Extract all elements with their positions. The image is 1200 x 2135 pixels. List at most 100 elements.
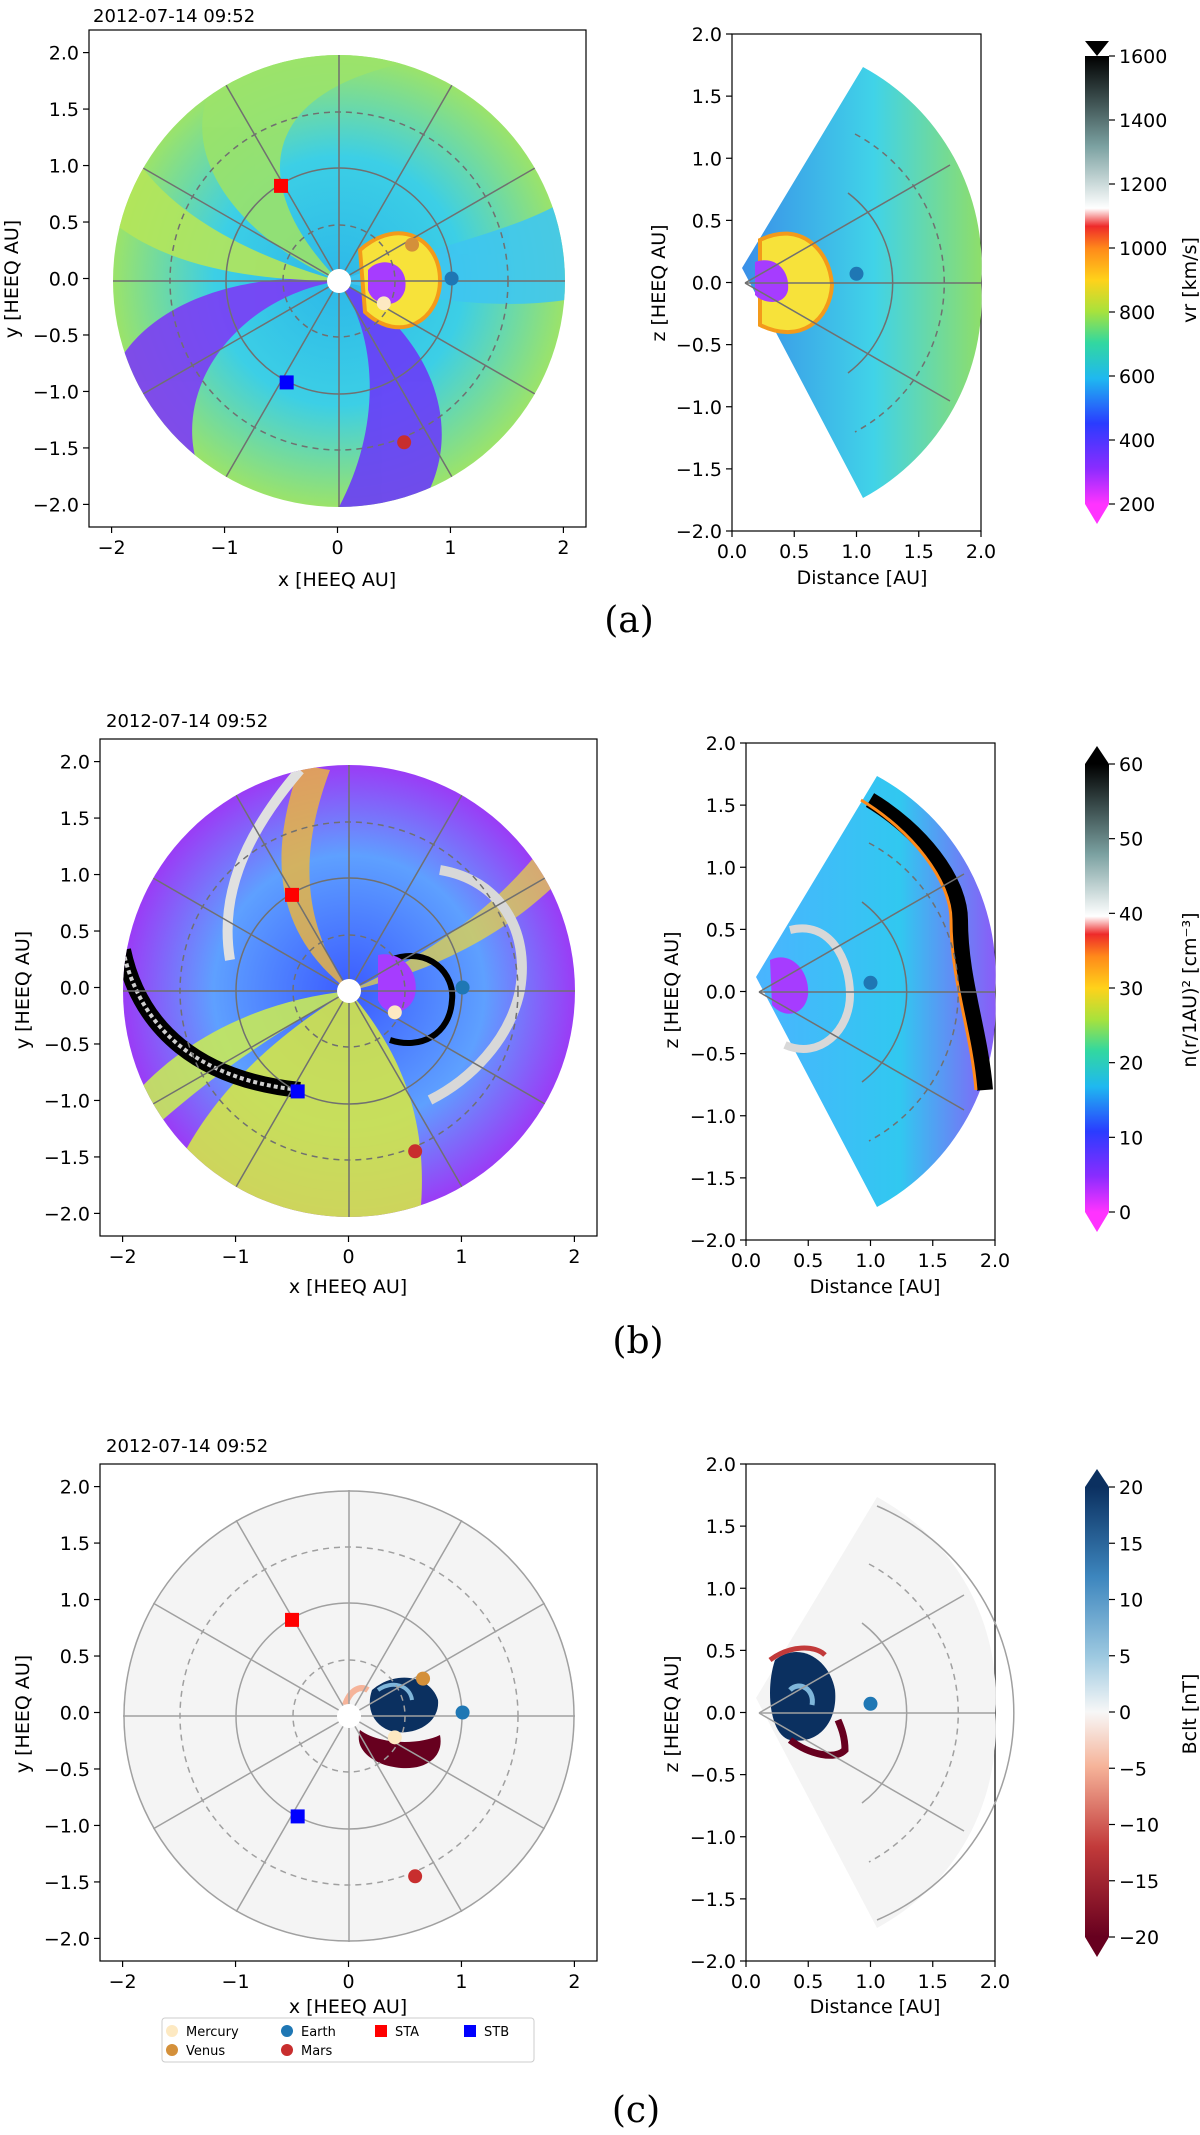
sun-marker-b bbox=[337, 979, 361, 1003]
xy-ytick-label: 1.5 bbox=[49, 99, 79, 121]
xz-ticks-c: 0.0 0.5 1.0 1.5 2.0 2.0 1.5 1.0 0.5 0.0 −0.5 −1.0 −1… bbox=[690, 1454, 1010, 1993]
xy-xtick-label: 2 bbox=[568, 1971, 580, 1993]
marker-stb bbox=[290, 1809, 305, 1824]
colorbar-tick-label: 10 bbox=[1119, 1590, 1143, 1612]
xz-ytick-label: −1.0 bbox=[690, 1827, 736, 1849]
xy-ytick-label: 0.5 bbox=[49, 212, 79, 234]
xy-ticks-a: −2 −1 0 1 2 2.0 1.5 1.0 0.5 0.0 −0.5 −1.0 −1.5 −2.0 bbox=[33, 43, 570, 559]
distance-label-c: Distance [AU] bbox=[810, 1996, 941, 2018]
legend-swatch-earth bbox=[281, 2025, 293, 2037]
xy-ticks-c: −2 −1 0 1 2 2.0 1.5 1.0 0.5 0.0 −0.5 −1.0 −1.5 −2.0 bbox=[44, 1477, 581, 1993]
colorbar-tick-label: 1200 bbox=[1119, 174, 1167, 196]
x-axis-label-b: x [HEEQ AU] bbox=[289, 1276, 407, 1298]
colorbar-tick-label: 1600 bbox=[1119, 46, 1167, 68]
marker-mercury bbox=[376, 296, 391, 311]
xy-ytick-label: −0.5 bbox=[33, 325, 79, 347]
legend-label-stb: STB bbox=[484, 2025, 509, 2040]
xz-ticks-a: 0.0 0.5 1.0 1.5 2.0 2.0 1.5 1.0 0.5 0.0 −0.5 −1.0 −1… bbox=[676, 24, 996, 563]
colorbar-tick-label: 200 bbox=[1119, 494, 1155, 516]
panel-b: 2012-07-14 09:52 bbox=[12, 711, 1200, 1362]
distance-label-b: Distance [AU] bbox=[810, 1276, 941, 1298]
xy-xtick-label: 1 bbox=[455, 1971, 467, 1993]
xz-ytick-label: −2.0 bbox=[690, 1951, 736, 1973]
xz-xtick-label: 2.0 bbox=[966, 541, 996, 563]
xy-ytick-label: 0.0 bbox=[49, 269, 79, 291]
xz-grid-b bbox=[758, 842, 995, 1142]
xz-ytick-label: −2.0 bbox=[676, 521, 722, 543]
xz-ytick-label: −0.5 bbox=[690, 1765, 736, 1787]
xz-ytick-label: 0.0 bbox=[692, 273, 722, 295]
colorbar-tick-label: −20 bbox=[1119, 1927, 1159, 1949]
colorbar-ticks-c: 20 15 10 5 0 −5 −10 −15 −20 bbox=[1109, 1477, 1159, 1949]
xz-xtick-label: 1.0 bbox=[855, 1971, 885, 1993]
colorbar-bottom-arrow-b bbox=[1085, 1212, 1109, 1232]
x-axis-label-c: x [HEEQ AU] bbox=[289, 1996, 407, 2018]
y-axis-label-b: y [HEEQ AU] bbox=[12, 931, 34, 1049]
marker-venus bbox=[405, 237, 420, 252]
marker-sta bbox=[285, 887, 300, 902]
xz-ytick-label: −0.5 bbox=[690, 1044, 736, 1066]
colorbar-label-a: vr [km/s] bbox=[1179, 237, 1200, 323]
xy-xtick-label: 1 bbox=[455, 1246, 467, 1268]
xz-xtick-label: 0.0 bbox=[717, 541, 747, 563]
colorbar-tick-label: 50 bbox=[1119, 829, 1143, 851]
xz-ytick-label: 2.0 bbox=[692, 24, 722, 46]
legend-label-sta: STA bbox=[395, 2025, 419, 2040]
xy-ytick-label: −1.0 bbox=[33, 381, 79, 403]
xz-markers-a bbox=[849, 266, 864, 281]
colorbar-tick-label: 0 bbox=[1119, 1202, 1131, 1224]
legend-swatch-mars bbox=[281, 2044, 293, 2056]
xz-markers-c bbox=[863, 1696, 878, 1711]
xz-marker-earth bbox=[863, 975, 878, 990]
xy-ytick-label: 2.0 bbox=[60, 752, 90, 774]
date-label-b: 2012-07-14 09:52 bbox=[106, 711, 268, 732]
sun-marker-a bbox=[327, 269, 351, 293]
caption-a: (a) bbox=[604, 600, 654, 641]
colorbar-bottom-arrow-a bbox=[1085, 504, 1109, 524]
colorbar-tick-label: 1400 bbox=[1119, 110, 1167, 132]
marker-earth bbox=[455, 1705, 470, 1720]
colorbar-label-c: Bclt [nT] bbox=[1179, 1674, 1200, 1755]
date-label-c: 2012-07-14 09:52 bbox=[106, 1436, 268, 1457]
colorbar-tick-label: 0 bbox=[1119, 1702, 1131, 1724]
xy-ytick-label: 1.5 bbox=[60, 808, 90, 830]
legend-label-mars: Mars bbox=[301, 2044, 333, 2059]
distance-label-a: Distance [AU] bbox=[797, 567, 928, 589]
xy-xtick-label: 0 bbox=[342, 1246, 354, 1268]
marker-mars bbox=[408, 1144, 423, 1159]
xz-marker-earth bbox=[863, 1696, 878, 1711]
xy-xtick-label: −1 bbox=[211, 537, 239, 559]
y-axis-label-c: y [HEEQ AU] bbox=[12, 1655, 34, 1773]
xy-xtick-label: 2 bbox=[568, 1246, 580, 1268]
xz-grid-c bbox=[758, 1505, 1015, 1921]
xz-xtick-label: 0.0 bbox=[731, 1250, 761, 1272]
colorbar-tick-label: 400 bbox=[1119, 430, 1155, 452]
xz-ytick-label: 1.0 bbox=[706, 1578, 736, 1600]
xy-ytick-label: 1.5 bbox=[60, 1533, 90, 1555]
marker-mars bbox=[408, 1869, 423, 1884]
xz-ytick-label: 0.5 bbox=[706, 1640, 736, 1662]
xz-ytick-label: −1.5 bbox=[690, 1889, 736, 1911]
colorbar-tick-label: 20 bbox=[1119, 1477, 1143, 1499]
marker-earth bbox=[444, 271, 459, 286]
xy-markers-b bbox=[285, 887, 470, 1159]
xz-xtick-label: 0.5 bbox=[793, 1250, 823, 1272]
legend-label-earth: Earth bbox=[301, 2025, 336, 2040]
z-axis-label-c: z [HEEQ AU] bbox=[661, 1655, 683, 1772]
xz-xtick-label: 1.5 bbox=[918, 1250, 948, 1272]
xy-ytick-label: 1.0 bbox=[60, 865, 90, 887]
xy-ytick-label: −2.0 bbox=[33, 494, 79, 516]
legend-swatch-mercury bbox=[166, 2025, 178, 2037]
xz-ytick-label: 0.5 bbox=[692, 210, 722, 232]
xz-ytick-label: 1.5 bbox=[692, 86, 722, 108]
xy-xtick-label: −1 bbox=[222, 1246, 250, 1268]
legend-label-venus: Venus bbox=[186, 2044, 225, 2059]
xz-ytick-label: −1.0 bbox=[676, 397, 722, 419]
xy-ytick-label: 1.0 bbox=[60, 1590, 90, 1612]
colorbar-tick-label: 30 bbox=[1119, 978, 1143, 1000]
xy-ytick-label: −2.0 bbox=[44, 1203, 90, 1225]
xy-ytick-label: 1.0 bbox=[49, 156, 79, 178]
colorbar-tick-label: 20 bbox=[1119, 1053, 1143, 1075]
xy-xtick-label: −2 bbox=[109, 1246, 137, 1268]
colorbar-b bbox=[1085, 764, 1109, 1212]
